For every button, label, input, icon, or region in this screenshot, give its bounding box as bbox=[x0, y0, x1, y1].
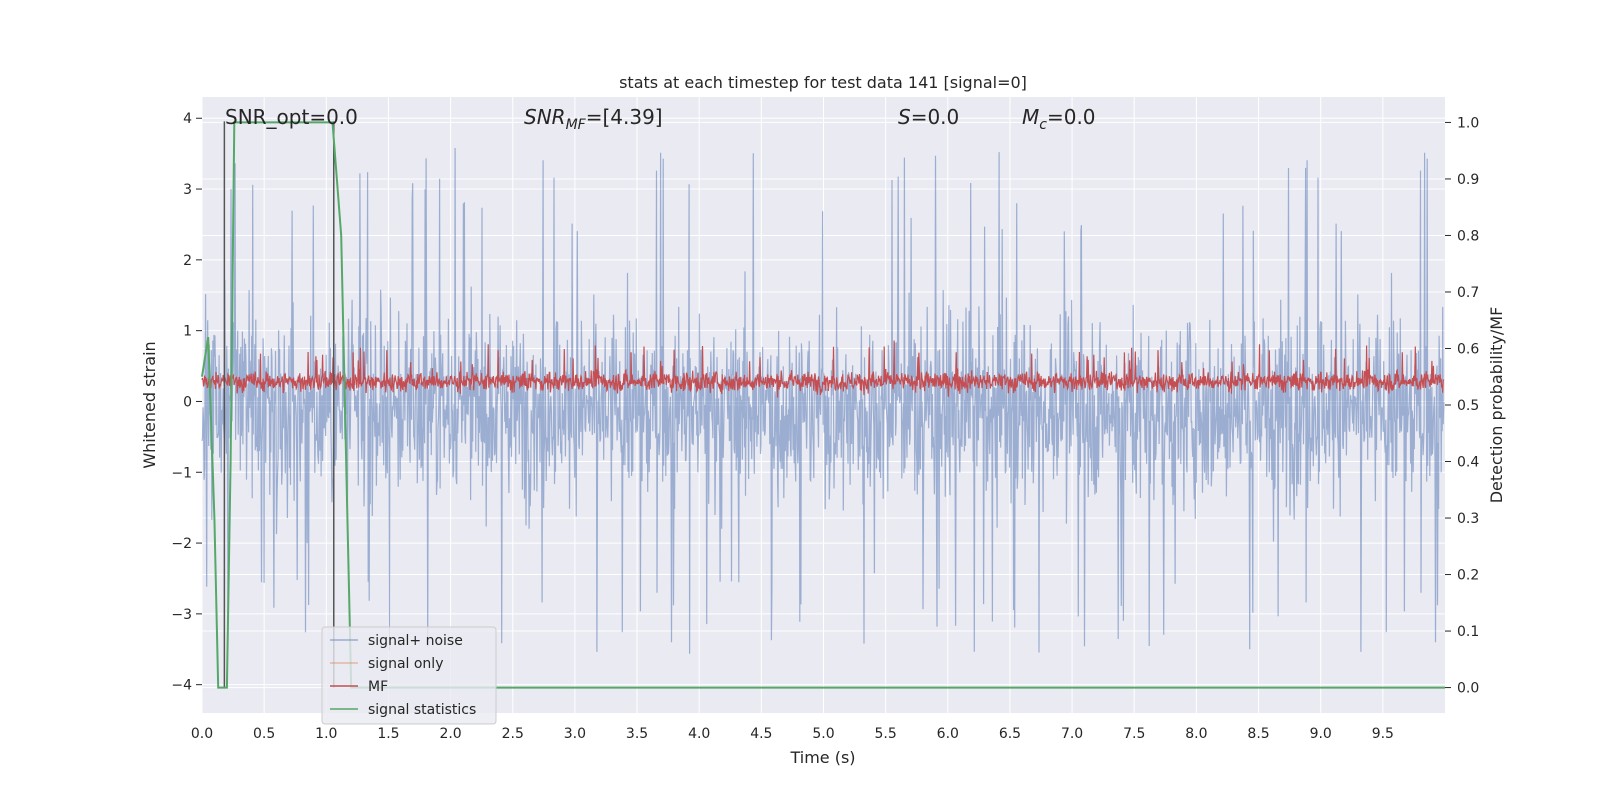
y-tick-label: −1 bbox=[171, 465, 192, 481]
y-tick-label: 3 bbox=[183, 182, 192, 198]
vertical-markers bbox=[223, 121, 335, 688]
y-tick-label: 2 bbox=[183, 253, 192, 269]
x-tick-label: 2.5 bbox=[502, 726, 524, 742]
y-axis-label: Whitened strain bbox=[140, 341, 159, 468]
y-tick-label: −4 bbox=[171, 678, 192, 694]
x-tick-label: 0.5 bbox=[253, 726, 275, 742]
y-tick-label: 4 bbox=[183, 111, 192, 127]
signal-noise-line bbox=[201, 147, 1445, 654]
y2-tick-label: 0.4 bbox=[1457, 455, 1479, 471]
mf-series bbox=[201, 340, 1445, 398]
x-tick-label: 4.5 bbox=[750, 726, 772, 742]
x-tick-label: 5.0 bbox=[812, 726, 834, 742]
y-tick-label: −3 bbox=[171, 607, 192, 623]
annotation-snr-opt: SNR_opt=0.0 bbox=[225, 105, 358, 129]
legend-box bbox=[321, 626, 497, 725]
x-tick-label: 1.0 bbox=[315, 726, 337, 742]
signal-statistics-line bbox=[201, 121, 1445, 689]
y-tick-label: 1 bbox=[183, 324, 192, 340]
annotation-s-symbol: S bbox=[898, 105, 911, 129]
annotation-snr-mf-symbol: SNR bbox=[524, 105, 566, 129]
y2-tick-label: 1.0 bbox=[1457, 115, 1479, 131]
annotation-s: S=0.0 bbox=[898, 105, 959, 129]
y-tick-label: −2 bbox=[171, 536, 192, 552]
annotations: SNR_opt=0.0 SNRMF=[4.39] S=0.0 Mc=0.0 bbox=[225, 105, 1096, 133]
mf-line bbox=[201, 340, 1445, 398]
x-tick-label: 7.0 bbox=[1061, 726, 1083, 742]
signal-noise-series bbox=[201, 147, 1445, 654]
x-tick-label: 9.0 bbox=[1310, 726, 1332, 742]
x-tick-label: 5.5 bbox=[875, 726, 897, 742]
y2-tick-label: 0.1 bbox=[1457, 624, 1479, 640]
y2-tick-label: 0.5 bbox=[1457, 398, 1479, 414]
x-tick-label: 7.5 bbox=[1123, 726, 1145, 742]
y2-tick-label: 0.8 bbox=[1457, 228, 1479, 244]
y-axis-ticks: 4 3 2 1 0 −1 −2 −3 −4 bbox=[171, 111, 202, 694]
x-tick-label: 1.5 bbox=[377, 726, 399, 742]
chart-title: stats at each timestep for test data 141… bbox=[619, 73, 1027, 92]
annotation-mc: Mc=0.0 bbox=[1022, 105, 1096, 133]
y2-tick-label: 0.0 bbox=[1457, 681, 1479, 697]
x-tick-label: 3.0 bbox=[564, 726, 586, 742]
x-axis-label: Time (s) bbox=[789, 748, 855, 767]
annotation-mc-value: =0.0 bbox=[1047, 105, 1096, 129]
legend-label-statistics: signal statistics bbox=[368, 702, 476, 718]
legend-label-signal-only: signal only bbox=[368, 656, 443, 672]
y2-axis-label: Detection probability/MF bbox=[1487, 307, 1506, 504]
y2-tick-label: 0.6 bbox=[1457, 341, 1479, 357]
legend: signal+ noise signal only MF signal stat… bbox=[321, 626, 497, 725]
x-axis-ticks: 0.0 0.5 1.0 1.5 2.0 2.5 3.0 3.5 4.0 4.5 5.0 5.5 6.0 6… bbox=[191, 726, 1394, 742]
x-tick-label: 2.0 bbox=[439, 726, 461, 742]
x-tick-label: 8.0 bbox=[1185, 726, 1207, 742]
x-tick-label: 3.5 bbox=[626, 726, 648, 742]
x-tick-label: 4.0 bbox=[688, 726, 710, 742]
annotation-snr-mf-subscript: MF bbox=[566, 117, 587, 133]
x-tick-label: 0.0 bbox=[191, 726, 213, 742]
annotation-snr-mf: SNRMF=[4.39] bbox=[524, 105, 663, 133]
signal-statistics-series bbox=[201, 121, 1445, 689]
x-tick-label: 6.5 bbox=[999, 726, 1021, 742]
annotation-s-value: =0.0 bbox=[911, 105, 960, 129]
annotation-mc-subscript: c bbox=[1039, 117, 1047, 133]
legend-label-mf: MF bbox=[368, 679, 388, 695]
x-tick-label: 6.0 bbox=[937, 726, 959, 742]
y2-tick-label: 0.3 bbox=[1457, 511, 1479, 527]
y2-tick-label: 0.9 bbox=[1457, 172, 1479, 188]
y2-tick-label: 0.7 bbox=[1457, 285, 1479, 301]
y2-axis-ticks: 1.0 0.9 0.8 0.7 0.6 0.5 0.4 0.3 0.2 0.1 0.0 bbox=[1445, 115, 1479, 697]
y-tick-label: 0 bbox=[183, 394, 192, 410]
annotation-mc-symbol: M bbox=[1022, 105, 1039, 129]
legend-label-noise: signal+ noise bbox=[368, 633, 463, 649]
x-tick-label: 8.5 bbox=[1247, 726, 1269, 742]
x-tick-label: 9.5 bbox=[1372, 726, 1394, 742]
y2-tick-label: 0.2 bbox=[1457, 568, 1479, 584]
annotation-snr-mf-value: =[4.39] bbox=[586, 105, 663, 129]
